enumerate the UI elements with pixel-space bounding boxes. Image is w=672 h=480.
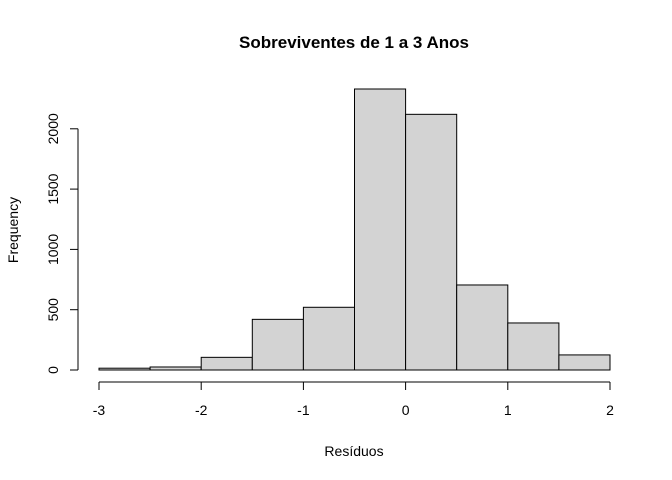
histogram-bar <box>354 88 407 371</box>
y-tick-label: 1000 <box>45 234 61 265</box>
chart-title: Sobreviventes de 1 a 3 Anos <box>239 33 469 52</box>
x-tick-label: 2 <box>606 402 614 418</box>
bars-group <box>98 88 611 371</box>
y-axis: 0 500 1000 1500 2000 <box>45 113 79 374</box>
x-tick-label: 1 <box>504 402 512 418</box>
histogram-bar <box>302 306 355 371</box>
x-axis: -3 -2 -1 0 1 2 <box>93 381 614 418</box>
x-tick-label: -3 <box>93 402 106 418</box>
x-tick-label: 0 <box>402 402 410 418</box>
y-tick-label: 500 <box>45 298 61 322</box>
histogram-bar <box>200 356 253 371</box>
histogram-bar <box>149 366 202 371</box>
y-tick-label: 2000 <box>45 113 61 144</box>
histogram-bar <box>405 113 458 371</box>
histogram-bar <box>456 284 509 371</box>
histogram-bar <box>558 354 611 371</box>
histogram-bar <box>251 318 304 371</box>
x-axis-title: Resíduos <box>324 443 383 459</box>
y-axis-title: Frequency <box>5 197 21 263</box>
histogram-bar <box>507 322 560 371</box>
histogram-bar <box>98 367 151 371</box>
x-tick-label: -1 <box>297 402 310 418</box>
y-tick-label: 1500 <box>45 173 61 204</box>
x-tick-label: -2 <box>195 402 208 418</box>
y-tick-label: 0 <box>45 366 61 374</box>
